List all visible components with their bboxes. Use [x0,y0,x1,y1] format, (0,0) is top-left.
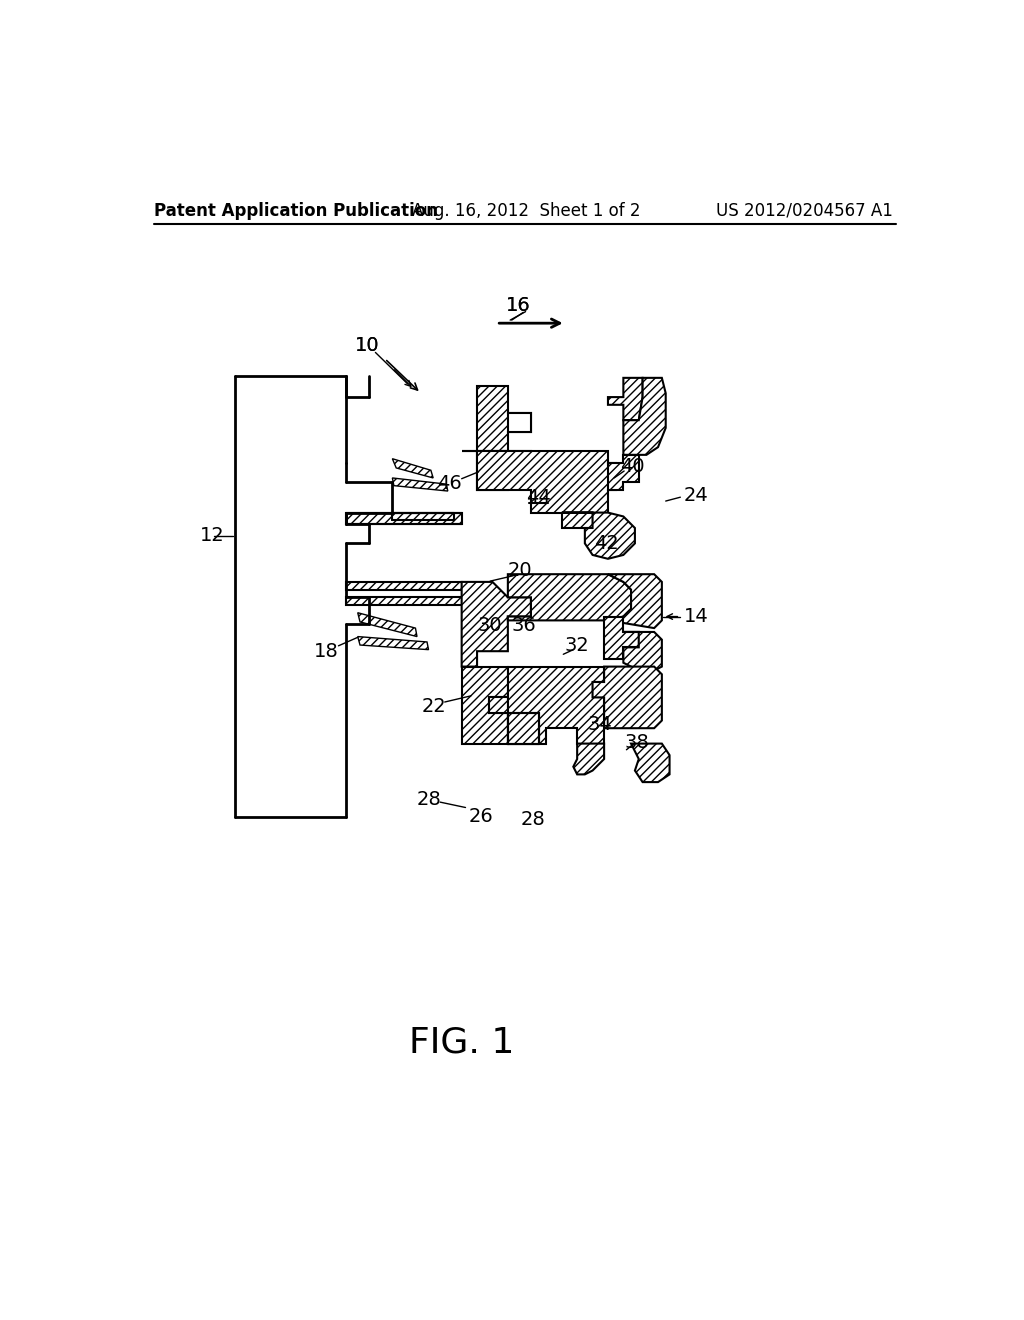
Text: 36: 36 [512,616,537,635]
Text: 38: 38 [625,733,649,751]
Polygon shape [392,459,433,478]
Polygon shape [624,378,666,455]
Polygon shape [357,612,417,636]
Polygon shape [462,582,531,667]
Polygon shape [508,713,539,743]
Text: 34: 34 [588,715,612,734]
Text: 16: 16 [506,296,530,315]
Polygon shape [573,743,604,775]
Polygon shape [462,451,615,528]
Text: 28: 28 [417,791,441,809]
Text: 44: 44 [526,487,551,507]
Polygon shape [508,574,631,620]
Text: 14: 14 [683,607,709,626]
Polygon shape [477,451,531,490]
Polygon shape [357,636,429,649]
Polygon shape [346,597,462,605]
Polygon shape [477,385,531,451]
Polygon shape [608,574,662,628]
Polygon shape [508,667,604,743]
Text: 18: 18 [313,642,339,661]
Text: Patent Application Publication: Patent Application Publication [154,202,437,219]
Polygon shape [562,512,635,558]
Polygon shape [508,412,531,432]
Polygon shape [608,378,643,420]
Polygon shape [608,455,639,490]
Polygon shape [346,512,462,524]
Text: 40: 40 [621,457,645,477]
Text: US 2012/0204567 A1: US 2012/0204567 A1 [716,202,893,219]
Text: 46: 46 [437,474,462,492]
Text: 22: 22 [422,697,446,717]
Polygon shape [462,667,508,743]
Polygon shape [624,632,662,671]
Text: 12: 12 [200,527,224,545]
Text: 30: 30 [478,616,503,635]
Text: 26: 26 [469,808,494,826]
Polygon shape [593,667,662,729]
Polygon shape [346,582,462,590]
Polygon shape [488,697,508,713]
Text: 32: 32 [565,636,590,655]
Text: 10: 10 [354,337,379,355]
Text: 28: 28 [520,809,545,829]
Text: Aug. 16, 2012  Sheet 1 of 2: Aug. 16, 2012 Sheet 1 of 2 [412,202,640,219]
Text: 24: 24 [683,486,709,506]
Polygon shape [392,478,447,491]
Text: 10: 10 [354,337,379,355]
Polygon shape [604,616,639,659]
Text: 20: 20 [508,561,532,579]
Text: 42: 42 [594,533,618,553]
Text: 16: 16 [506,296,530,315]
Polygon shape [631,743,670,781]
Text: FIG. 1: FIG. 1 [409,1026,514,1060]
